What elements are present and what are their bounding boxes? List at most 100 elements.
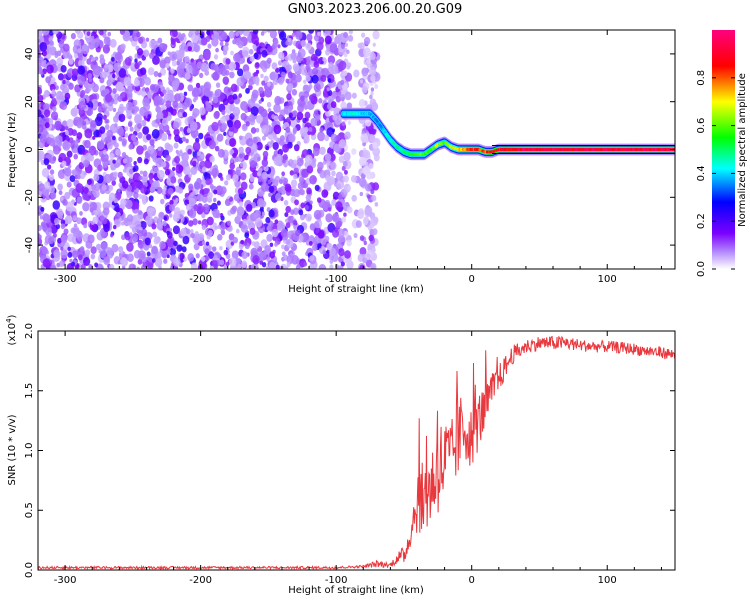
spectrogram-cell: [99, 250, 107, 259]
spectrogram-cell: [216, 200, 221, 206]
spectrogram-cell: [372, 42, 376, 47]
spectrogram-cell: [99, 77, 105, 84]
spectrogram-cell: [295, 229, 301, 237]
spectrogram-cell: [77, 75, 86, 86]
spectrogram-cell: [324, 153, 332, 162]
spectrogram-cell: [280, 71, 286, 79]
spectrogram-cell: [359, 79, 364, 84]
spectrogram-cell: [285, 205, 292, 213]
spectrogram-cell: [240, 172, 247, 181]
spectrogram-cell: [50, 191, 57, 200]
spectrogram-cell: [67, 246, 71, 251]
spectrogram-cell: [331, 199, 337, 206]
spectrogram-cell: [96, 140, 105, 150]
spectrogram-cell: [303, 261, 308, 267]
spectrogram-cell: [102, 44, 111, 54]
spectrogram-cell: [88, 264, 92, 269]
colorbar-ticks: 0.0 0.2 0.4 0.6 0.8: [696, 70, 735, 277]
spectrogram-cell: [363, 216, 369, 224]
spectrogram-cell: [139, 67, 147, 76]
spectrogram-cell: [60, 65, 67, 73]
spectrogram-cell: [175, 164, 184, 174]
spectrogram-cell: [47, 164, 52, 170]
spectrogram-cell: [235, 31, 240, 37]
spectrogram-cell: [201, 240, 206, 245]
spectrogram-cell: [173, 257, 181, 267]
spectrogram-cell: [135, 187, 140, 193]
spectrogram-cell: [107, 31, 112, 37]
spectrogram-cell: [263, 88, 272, 98]
spectrogram-cell: [286, 64, 292, 72]
spectrogram-cell: [335, 95, 342, 103]
spectrogram-cell: [39, 134, 47, 144]
spectrogram-cell: [362, 253, 366, 259]
spectrogram-cell: [351, 148, 357, 155]
spectrogram-cell: [38, 237, 43, 247]
spectrogram-cell: [205, 241, 210, 246]
spectrogram-cell: [291, 88, 298, 96]
spectrogram-cell: [260, 31, 265, 36]
spectrogram-cell: [121, 180, 129, 189]
spectrogram-cell: [99, 54, 105, 60]
spectrogram-cell: [102, 149, 107, 155]
spectrogram-cell: [165, 154, 171, 162]
spectrogram-cell: [293, 224, 297, 229]
spectrogram-cell: [92, 216, 99, 224]
spectrogram-cell: [149, 83, 156, 91]
spectrogram-cell: [310, 117, 318, 127]
spectrogram-cell: [56, 262, 61, 268]
spectrogram-cell: [212, 96, 219, 104]
spectrogram-cell: [49, 83, 56, 92]
spectrogram-cell: [239, 153, 243, 159]
spectrogram-cell: [38, 48, 41, 53]
spectrogram-cell: [271, 228, 279, 238]
spectrogram-cell: [261, 171, 268, 180]
spectrogram-cell: [232, 93, 238, 100]
spectrogram-cell: [165, 62, 170, 69]
spectrogram-cell: [343, 151, 351, 162]
spectrogram-cell: [266, 30, 272, 33]
spectrogram-cell: [343, 52, 348, 58]
spectrogram-cell: [203, 188, 209, 195]
spectrogram-cell: [48, 236, 55, 245]
spectrogram-cell: [295, 30, 303, 40]
spectrogram-cell: [286, 93, 292, 101]
x-tick-label: 100: [598, 274, 617, 285]
x-tick-label: -200: [189, 575, 212, 586]
spectrogram-cell: [113, 224, 117, 230]
spectrogram-cell: [117, 188, 121, 193]
spectrogram-cell: [297, 104, 305, 113]
spectrogram-cell: [169, 51, 178, 62]
spectrogram-cell: [131, 109, 135, 114]
spectrogram-cell: [305, 194, 312, 202]
spectrogram-cell: [326, 243, 333, 251]
spectrogram-cell: [299, 188, 305, 196]
spectrogram-cell: [50, 111, 59, 121]
spectrogram-cell: [64, 191, 71, 200]
spectrogram-cell: [76, 217, 82, 225]
spectrogram-cell: [196, 61, 203, 69]
spectrogram-cell: [229, 158, 234, 164]
spectrogram-cell: [225, 114, 230, 121]
spectrogram-cell: [274, 242, 278, 247]
spectrogram-cell: [114, 51, 123, 61]
spectrogram-cell: [155, 40, 159, 46]
spectrogram-cell: [295, 264, 301, 269]
spectrogram-cell: [181, 32, 186, 38]
spectrogram-cell: [174, 185, 181, 193]
spectrogram-cell: [291, 32, 296, 37]
spectrogram-cell: [122, 158, 128, 164]
spectrogram-cell: [178, 111, 183, 118]
spectrogram-cell: [99, 126, 106, 134]
spectrogram-cell: [322, 160, 327, 165]
spectrogram-cell: [79, 246, 85, 252]
spectrogram-cell: [159, 240, 166, 250]
spectrogram-cell: [137, 258, 143, 265]
spectrogram-cell: [149, 139, 155, 146]
colorbar-tick-label: 0.2: [696, 213, 707, 229]
spectrogram-cell: [136, 266, 141, 269]
colorbar: 0.0 0.2 0.4 0.6 0.8 Normalized spectral ampl…: [696, 30, 748, 277]
spectrogram-cell: [238, 93, 243, 98]
spectrogram-cell: [38, 150, 45, 161]
spectrogram-cell: [231, 250, 239, 259]
